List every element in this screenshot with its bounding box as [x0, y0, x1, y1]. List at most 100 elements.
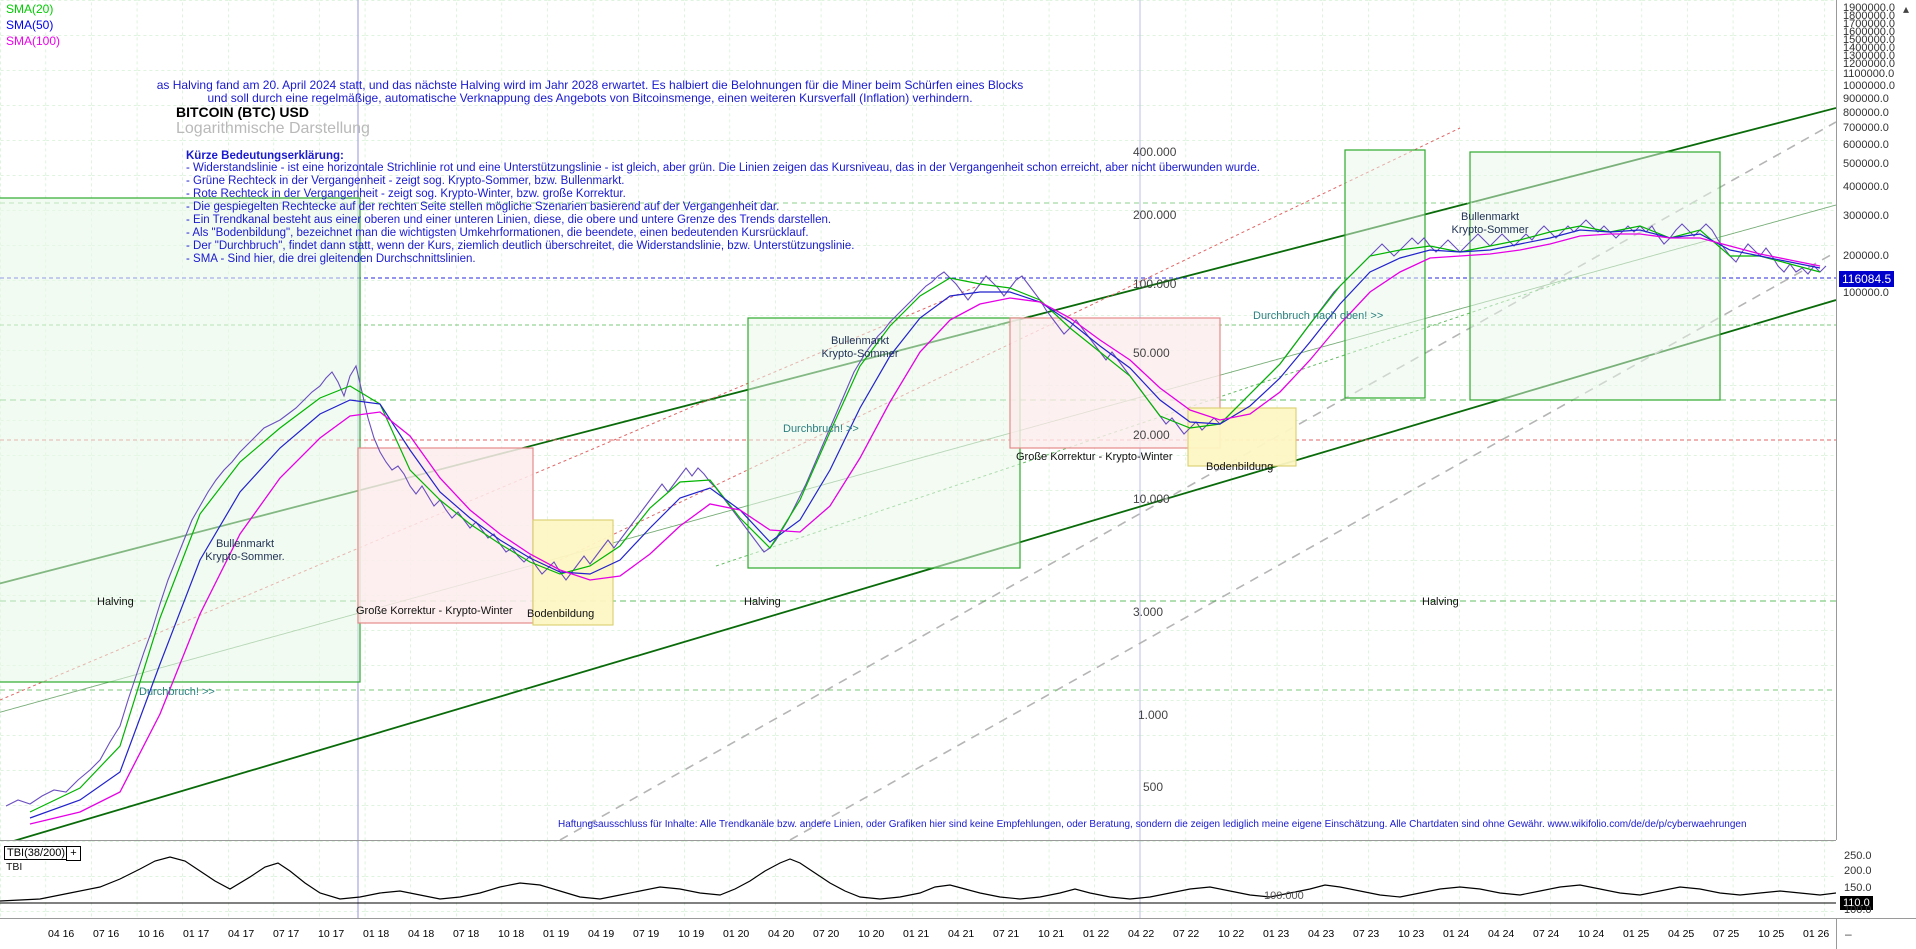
- x-tick-31: 01 24: [1443, 928, 1470, 940]
- projected-bull-box-3: [1344, 149, 1426, 399]
- annotation-bullenmarkt-2: Bullenmarkt Krypto-Sommer: [800, 335, 920, 361]
- x-tick-0: 04 16: [48, 928, 75, 940]
- x-tick-25: 07 22: [1173, 928, 1200, 940]
- y-tick-100000: 100000.0: [1843, 287, 1889, 299]
- x-tick-18: 10 20: [858, 928, 885, 940]
- y-tick-1400000: 1400000.0: [1843, 42, 1895, 54]
- current-price-badge: 116084.5: [1839, 271, 1895, 287]
- price-y-axis[interactable]: 1900000.0 1800000.0 1700000.0 1600000.0 …: [1836, 0, 1916, 918]
- x-tick-28: 04 23: [1308, 928, 1335, 940]
- y-tick-200000: 200000.0: [1843, 250, 1889, 262]
- y-tick-1700000: 1700000.0: [1843, 18, 1895, 30]
- x-tick-26: 10 22: [1218, 928, 1245, 940]
- annotation-korrektur-2: Große Korrektur - Krypto-Winter: [1016, 451, 1173, 463]
- x-tick-2: 10 16: [138, 928, 165, 940]
- tbi-current-badge: 110.0: [1840, 896, 1873, 910]
- annotation-durchbruch-2: Durchbruch! >>: [783, 423, 859, 435]
- bull-box-2: [747, 317, 1021, 569]
- price-level-50000: 50.000: [1133, 346, 1170, 360]
- x-tick-7: 01 18: [363, 928, 390, 940]
- sma100-legend: SMA(100): [6, 34, 61, 48]
- y-tick-500000: 500000.0: [1843, 158, 1889, 170]
- explanation-item-6: - Der "Durchbruch", findet dann statt, w…: [186, 240, 855, 252]
- bottoming-box-2: [1187, 407, 1297, 467]
- x-tick-3: 01 17: [183, 928, 210, 940]
- page-subtitle: Logarithmische Darstellung: [176, 120, 370, 137]
- x-tick-4: 04 17: [228, 928, 255, 940]
- annotation-bullenmarkt-2-line2: Krypto-Sommer: [821, 348, 899, 360]
- y-tick-700000: 700000.0: [1843, 122, 1889, 134]
- x-tick-27: 01 23: [1263, 928, 1290, 940]
- bull-box-1: [0, 197, 361, 683]
- price-level-500: 500: [1143, 780, 1164, 794]
- x-tick-37: 07 25: [1713, 928, 1740, 940]
- annotation-bodenbildung-1: Bodenbildung: [527, 608, 595, 620]
- x-tick-6: 10 17: [318, 928, 345, 940]
- x-tick-8: 04 18: [408, 928, 435, 940]
- tbi-expand-icon[interactable]: +: [66, 846, 81, 861]
- price-level-20000: 20.000: [1133, 428, 1170, 442]
- sma20-line: [29, 225, 1821, 813]
- tbi-tick-200: 200.0: [1844, 865, 1872, 877]
- x-tick-33: 07 24: [1533, 928, 1560, 940]
- tbi-tick-250: 250.0: [1844, 850, 1872, 862]
- y-tick-400000: 400000.0: [1843, 181, 1889, 193]
- y-tick-1500000: 1500000.0: [1843, 34, 1895, 46]
- btc-price-line: [5, 219, 1827, 807]
- axis-settings-icon[interactable]: –: [1845, 927, 1852, 941]
- y-tick-800000: 800000.0: [1843, 107, 1889, 119]
- explanation-block: Kürze Bedeutungserklärung: - Widerstands…: [186, 150, 1260, 266]
- page-title: BITCOIN (BTC) USD: [176, 104, 309, 120]
- annotation-bullenmarkt-2-line1: Bullenmarkt: [830, 335, 890, 347]
- explanation-item-4: - Ein Trendkanal besteht aus einer obere…: [186, 214, 832, 226]
- sma50-line: [29, 229, 1821, 819]
- x-tick-21: 07 21: [993, 928, 1020, 940]
- y-tick-600000: 600000.0: [1843, 139, 1889, 151]
- x-tick-23: 01 22: [1083, 928, 1110, 940]
- annotation-durchbruch-1: Durchbruch! >>: [139, 686, 215, 698]
- explanation-item-0: - Widerstandslinie - ist eine horizontal…: [186, 162, 1260, 174]
- x-tick-10: 10 18: [498, 928, 525, 940]
- x-tick-1: 07 16: [93, 928, 120, 940]
- sma50-legend: SMA(50): [6, 18, 54, 32]
- y-tick-1600000: 1600000.0: [1843, 26, 1895, 38]
- x-tick-35: 01 25: [1623, 928, 1650, 940]
- axis-corner[interactable]: –: [1836, 918, 1916, 949]
- price-chart-pane[interactable]: SMA(20) SMA(50) SMA(100) as Halving fand…: [0, 0, 1836, 840]
- header-line-1: as Halving fand am 20. April 2024 statt,…: [156, 78, 1024, 92]
- y-tick-1900000: 1900000.0: [1843, 2, 1895, 14]
- tbi-y-axis[interactable]: 250.0 200.0 150.0 110.0 100.0: [1836, 840, 1916, 918]
- y-tick-1100000: 1100000.0: [1843, 68, 1895, 80]
- x-tick-34: 10 24: [1578, 928, 1605, 940]
- annotation-bullenmarkt-3-line1: Bullenmarkt: [1460, 211, 1520, 223]
- annotation-bullenmarkt-1: Bullenmarkt Krypto-Sommer.: [185, 538, 305, 564]
- x-tick-11: 01 19: [543, 928, 570, 940]
- projected-bull-box-4: [1469, 151, 1721, 401]
- x-tick-29: 07 23: [1353, 928, 1380, 940]
- tbi-indicator-pane[interactable]: TBI(38/200) + TBI 100.000: [0, 840, 1836, 919]
- explanation-item-3: - Die gespiegelten Rechtecke auf der rec…: [186, 201, 780, 213]
- explanation-item-7: - SMA - Sind hier, die drei gleitenden D…: [186, 253, 476, 265]
- price-level-3000: 3.000: [1133, 605, 1164, 619]
- x-tick-16: 04 20: [768, 928, 795, 940]
- x-tick-17: 07 20: [813, 928, 840, 940]
- x-tick-14: 10 19: [678, 928, 705, 940]
- price-level-10000: 10.000: [1133, 492, 1170, 506]
- tbi-sub-label: TBI: [6, 861, 23, 873]
- x-tick-30: 10 23: [1398, 928, 1425, 940]
- tbi-line: [0, 856, 1836, 902]
- y-tick-1200000: 1200000.0: [1843, 58, 1895, 70]
- tbi-watermark: 100.000: [1264, 890, 1304, 902]
- explanation-heading: Kürze Bedeutungserklärung:: [186, 150, 344, 162]
- annotation-halving-2: Halving: [744, 596, 781, 608]
- explanation-item-1: - Grüne Rechteck in der Vergangenheit - …: [186, 175, 625, 187]
- annotation-durchbruch-3: Durchbruch nach oben! >>: [1253, 310, 1384, 322]
- tbi-chart-svg: [0, 841, 1836, 919]
- annotation-bodenbildung-2: Bodenbildung: [1206, 461, 1274, 473]
- price-level-200000: 200.000: [1133, 208, 1177, 222]
- annotation-bullenmarkt-1-line1: Bullenmarkt: [215, 538, 275, 550]
- x-axis[interactable]: 04 16 07 16 10 16 01 17 04 17 07 17 10 1…: [0, 918, 1836, 949]
- x-tick-19: 01 21: [903, 928, 930, 940]
- axis-scroll-up-icon[interactable]: ▴: [1903, 2, 1910, 16]
- tbi-legend-label[interactable]: TBI(38/200): [4, 846, 69, 860]
